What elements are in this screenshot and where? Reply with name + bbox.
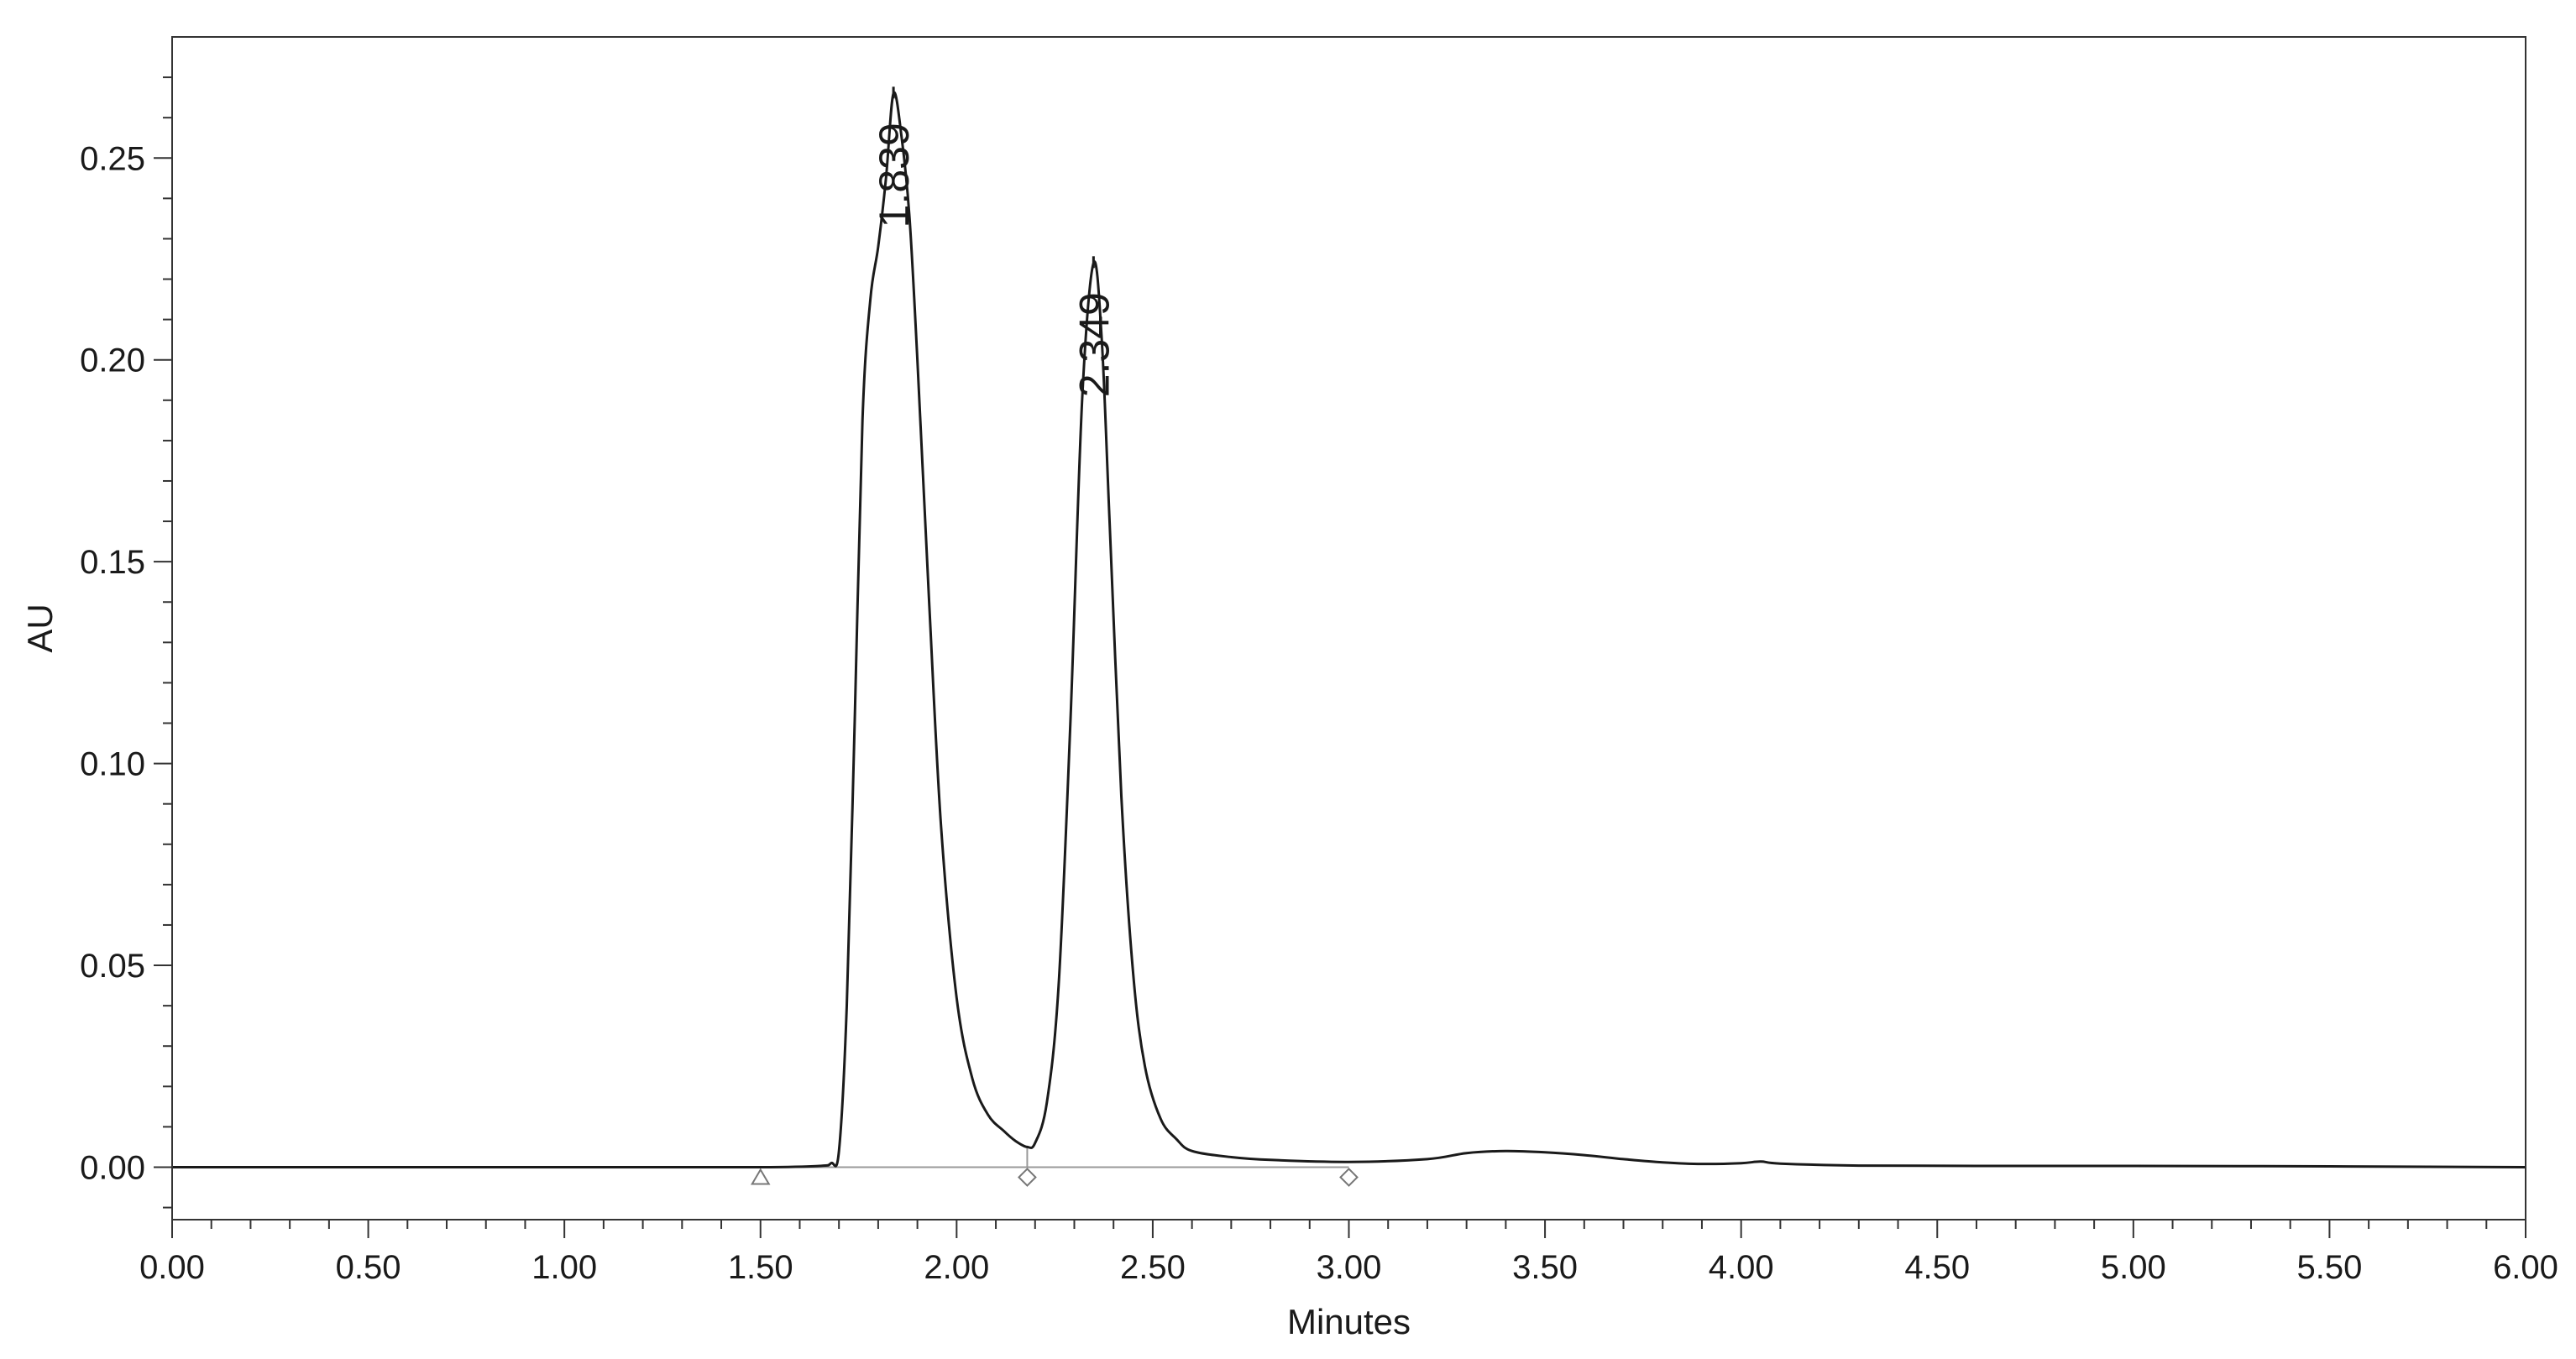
- y-tick-label: 0.00: [80, 1149, 145, 1186]
- x-axis-ticks: 0.00 0.50 1.00 1.50 2.00 2.50 3.00 3.50 4.00 4.50…: [139, 1220, 2558, 1286]
- x-axis-title: Minutes: [1287, 1302, 1411, 1341]
- baseline-start-marker: [751, 1168, 771, 1185]
- plot-frame: [171, 36, 2526, 1220]
- x-tick-label: 4.00: [1709, 1249, 1774, 1286]
- y-tick-label: 0.10: [80, 746, 145, 783]
- integration-baseline: [751, 1147, 1359, 1187]
- x-tick-label: 1.00: [531, 1249, 597, 1286]
- baseline-marker: [1018, 1168, 1037, 1187]
- y-axis-ticks: 0.00 0.05 0.10 0.15 0.20 0.25: [80, 76, 172, 1209]
- x-tick-label: 0.50: [336, 1249, 401, 1286]
- y-tick-label: 0.05: [80, 948, 145, 985]
- baseline-marker: [1339, 1168, 1359, 1187]
- y-axis-title: AU: [20, 604, 60, 652]
- x-tick-label: 3.00: [1317, 1249, 1382, 1286]
- x-tick-label: 2.50: [1120, 1249, 1186, 1286]
- y-tick-label: 0.25: [80, 140, 145, 177]
- x-tick-label: 5.00: [2101, 1249, 2166, 1286]
- x-tick-label: 3.50: [1512, 1249, 1578, 1286]
- x-tick-label: 1.50: [728, 1249, 793, 1286]
- x-tick-label: 5.50: [2296, 1249, 2362, 1286]
- y-tick-label: 0.20: [80, 342, 145, 379]
- x-tick-label: 2.00: [924, 1249, 989, 1286]
- peak-retention-label: 2.349: [1071, 292, 1118, 397]
- x-tick-label: 6.00: [2493, 1249, 2558, 1286]
- peak-labels: 1.839 2.349: [871, 86, 1118, 397]
- x-tick-label: 4.50: [1904, 1249, 1970, 1286]
- peak-retention-label: 1.839: [871, 123, 918, 227]
- chromatogram-trace: [172, 91, 2526, 1169]
- y-tick-label: 0.15: [80, 544, 145, 581]
- x-tick-label: 0.00: [139, 1249, 205, 1286]
